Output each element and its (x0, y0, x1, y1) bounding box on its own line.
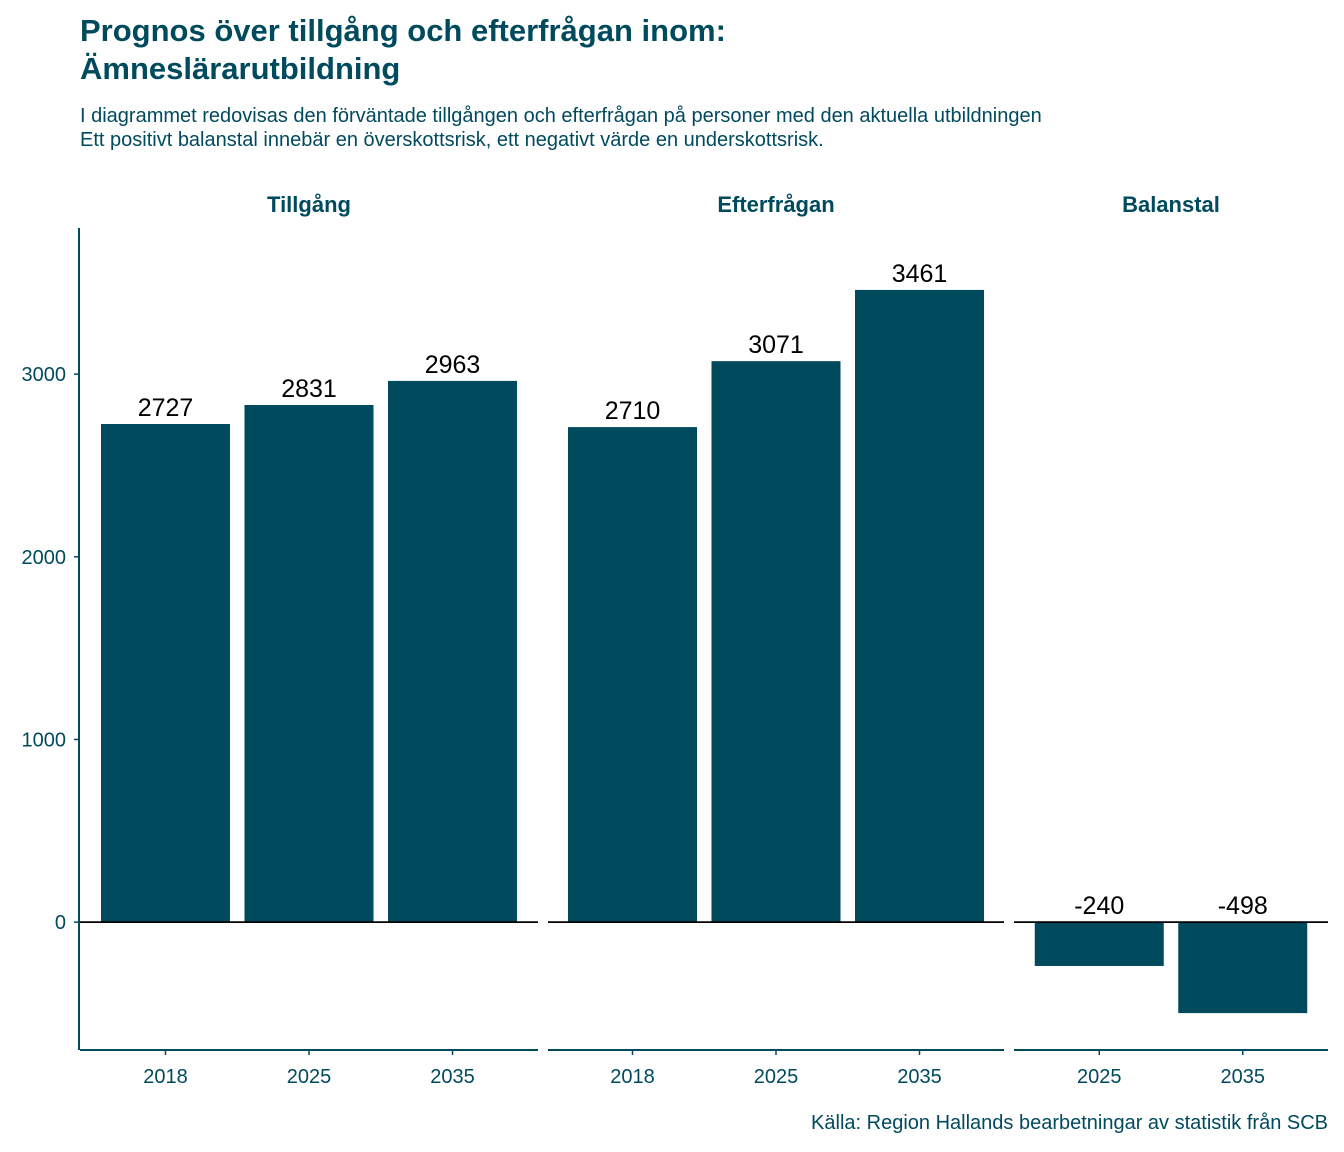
chart-subtitle-line-1: I diagrammet redovisas den förväntade ti… (80, 105, 1042, 127)
chart-subtitle: I diagrammet redovisas den förväntade ti… (80, 104, 1320, 152)
y-tick-label-3000: 3000 (22, 364, 67, 386)
data-label-balanstal-2035: -498 (1218, 892, 1268, 920)
bar-efterfr-gan-2025 (711, 361, 841, 923)
data-label-tillg-ng-2025: 2831 (281, 375, 337, 403)
x-tick-label-tillg-ng-2025: 2025 (287, 1066, 332, 1088)
y-tick-label-0: 0 (55, 912, 66, 934)
bar-balanstal-2035 (1178, 922, 1308, 1014)
facet-title-balanstal: Balanstal (1122, 192, 1220, 217)
facet-title-efterfr-gan: Efterfrågan (717, 192, 834, 217)
y-tick-label-2000: 2000 (22, 547, 67, 569)
facet-title-tillg-ng: Tillgång (267, 192, 351, 217)
source-caption: Källa: Region Hallands bearbetningar av … (811, 1112, 1328, 1134)
data-label-tillg-ng-2018: 2727 (138, 394, 194, 422)
data-label-efterfr-gan-2035: 3461 (892, 260, 948, 288)
data-label-efterfr-gan-2018: 2710 (605, 397, 661, 425)
bar-efterfr-gan-2035 (855, 289, 984, 923)
bar-balanstal-2025 (1034, 922, 1164, 966)
y-tick-label-1000: 1000 (22, 729, 67, 751)
chart-subtitle-line-2: Ett positivt balanstal innebär en översk… (80, 129, 824, 151)
bar-efterfr-gan-2018 (568, 427, 697, 923)
bar-tillg-ng-2035 (388, 380, 517, 923)
chart-title-line-2: Ämneslärarutbildning (80, 51, 401, 86)
data-label-tillg-ng-2035: 2963 (425, 351, 481, 379)
x-tick-label-efterfr-gan-2025: 2025 (754, 1066, 799, 1088)
data-label-efterfr-gan-2025: 3071 (748, 331, 804, 359)
x-tick-label-balanstal-2035: 2035 (1221, 1066, 1266, 1088)
chart-title-line-1: Prognos över tillgång och efterfrågan in… (80, 13, 726, 48)
x-tick-label-balanstal-2025: 2025 (1077, 1066, 1122, 1088)
x-tick-label-efterfr-gan-2035: 2035 (897, 1066, 942, 1088)
x-tick-label-tillg-ng-2035: 2035 (430, 1066, 475, 1088)
data-label-balanstal-2025: -240 (1074, 892, 1124, 920)
x-tick-label-efterfr-gan-2018: 2018 (610, 1066, 655, 1088)
bar-tillg-ng-2018 (101, 424, 230, 923)
x-tick-label-tillg-ng-2018: 2018 (143, 1066, 188, 1088)
chart-title: Prognos över tillgång och efterfrågan in… (80, 12, 1280, 88)
bar-tillg-ng-2025 (244, 405, 374, 923)
